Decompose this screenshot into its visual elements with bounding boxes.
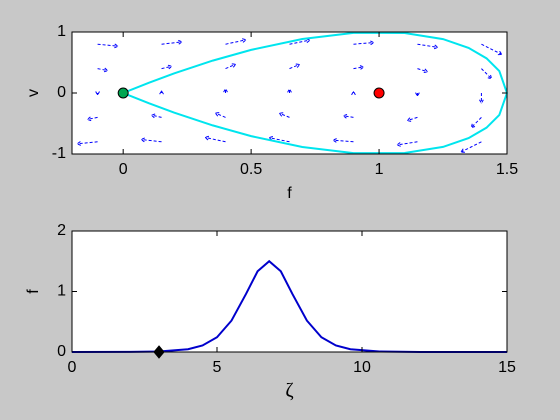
quiver-arrow: [353, 40, 375, 46]
marker: [373, 87, 385, 99]
x-tick-label: 1: [375, 161, 384, 178]
quiver-arrow: [331, 138, 354, 143]
quiver-arrow: [353, 65, 365, 70]
quiver-arrow: [161, 39, 184, 45]
quiver-arrow: [287, 87, 292, 93]
x-tick-label: 1.5: [496, 161, 518, 178]
quiver-arrow: [415, 92, 420, 98]
quiver-arrow: [289, 63, 301, 70]
y-tick-label: 0: [57, 343, 66, 360]
y-tick-label: 1: [57, 23, 66, 40]
quiver-arrow: [140, 137, 162, 143]
x-axis-label: f: [287, 185, 292, 202]
quiver-arrow: [481, 68, 493, 80]
quiver-arrow: [225, 38, 248, 45]
quiver-arrow: [470, 117, 482, 129]
data-line: [71, 259, 508, 353]
quiver-arrow: [351, 90, 356, 96]
quiver-arrow: [406, 116, 418, 122]
quiver-arrow: [95, 91, 100, 97]
x-tick-label: 10: [353, 359, 371, 376]
axes-background: [72, 231, 507, 352]
y-tick-label: 2: [57, 222, 66, 239]
quiver-arrow: [460, 141, 482, 153]
quiver-arrow: [97, 43, 120, 49]
quiver-arrow: [214, 112, 226, 118]
x-axis-label: ζ: [285, 380, 293, 402]
quiver-arrow: [395, 141, 418, 147]
y-axis-label: f: [25, 289, 42, 294]
y-tick-label: -1: [52, 145, 66, 162]
y-axis-label: v: [25, 89, 42, 97]
y-tick-label: 0: [57, 84, 66, 101]
quiver-arrow: [417, 43, 439, 50]
quiver-arrow: [97, 67, 109, 73]
y-tick-label: 1: [57, 283, 66, 300]
quiver-arrow: [342, 113, 354, 119]
x-tick-label: 15: [498, 359, 516, 376]
quiver-arrow: [479, 93, 484, 105]
x-tick-label: 0: [119, 161, 128, 178]
quiver-arrow: [204, 135, 226, 143]
quiver-arrow: [481, 43, 503, 56]
x-tick-label: 0: [68, 359, 77, 376]
quiver-arrow: [159, 89, 164, 95]
quiver-arrow: [417, 68, 429, 74]
marker: [117, 87, 129, 99]
quiver-arrow: [278, 112, 290, 118]
quiver-arrow: [161, 64, 173, 70]
quiver-arrow: [150, 113, 162, 119]
x-tick-label: 5: [213, 359, 222, 376]
quiver-arrow: [225, 63, 237, 70]
quiver-arrow: [76, 141, 98, 146]
quiver-arrow: [86, 116, 98, 122]
quiver-arrow: [223, 87, 228, 93]
x-tick-label: 0.5: [240, 161, 262, 178]
